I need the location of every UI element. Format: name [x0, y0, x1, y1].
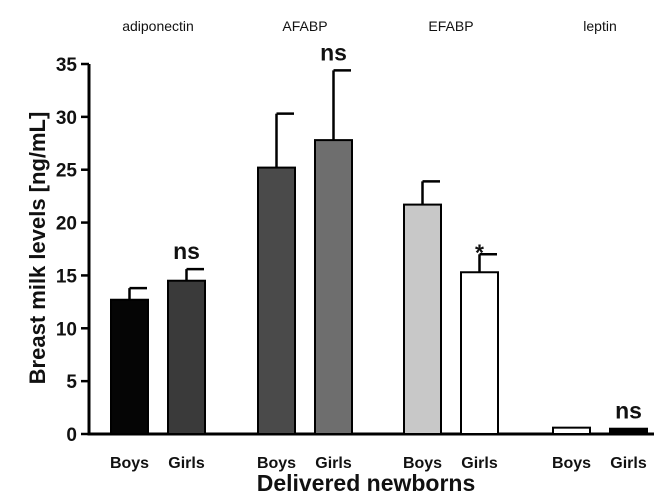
labels-layer: adiponectin Boys Girls ns AFABP Boys Girls ns EF…	[110, 18, 647, 472]
significance-label: ns	[173, 238, 200, 264]
group-title: EFABP	[428, 18, 473, 34]
y-tick-label: 0	[66, 425, 77, 446]
x-tick-label: Girls	[461, 455, 498, 472]
x-tick-label: Boys	[403, 455, 442, 472]
y-tick-label: 20	[56, 214, 77, 235]
x-tick-label: Boys	[257, 455, 296, 472]
group-title: leptin	[583, 18, 616, 34]
bar	[403, 203, 442, 435]
y-tick-label: 10	[56, 319, 77, 340]
bar	[314, 139, 353, 435]
group-title: adiponectin	[122, 18, 194, 34]
x-tick-label: Boys	[110, 455, 149, 472]
significance-label: *	[475, 239, 484, 265]
y-tick-label: 15	[56, 266, 78, 287]
x-tick-label: Girls	[168, 455, 205, 472]
bar	[167, 279, 206, 436]
bar	[257, 166, 296, 435]
significance-label: ns	[320, 39, 347, 65]
y-tick-label: 5	[66, 372, 77, 393]
group-title: AFABP	[282, 18, 327, 34]
bar	[460, 271, 499, 435]
significance-label: ns	[615, 398, 642, 424]
y-axis-label: Breast milk levels [ng/mL]	[25, 112, 50, 385]
x-tick-label: Girls	[610, 455, 647, 472]
bar	[110, 298, 149, 435]
x-tick-label: Boys	[552, 455, 591, 472]
x-tick-label: Girls	[315, 455, 352, 472]
y-tick-label: 25	[56, 161, 78, 182]
x-axis-label: Delivered newborns	[257, 470, 476, 496]
bar	[609, 427, 648, 436]
y-tick-label: 30	[56, 108, 77, 129]
bars-layer	[110, 69, 648, 436]
bar	[552, 426, 591, 435]
y-tick-label: 35	[56, 55, 78, 76]
